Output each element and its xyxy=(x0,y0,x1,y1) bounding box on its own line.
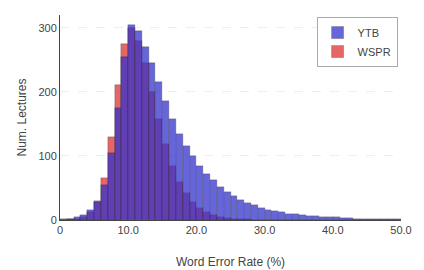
svg-text:Word Error Rate (%): Word Error Rate (%) xyxy=(176,255,285,269)
svg-text:Num. Lectures: Num. Lectures xyxy=(15,78,29,156)
svg-text:YTB: YTB xyxy=(358,27,379,39)
svg-text:30.0: 30.0 xyxy=(254,224,275,236)
svg-text:300: 300 xyxy=(38,22,56,34)
svg-text:20.0: 20.0 xyxy=(186,224,207,236)
svg-text:100: 100 xyxy=(38,150,56,162)
svg-text:50.0: 50.0 xyxy=(390,224,411,236)
svg-text:10.0: 10.0 xyxy=(117,224,138,236)
svg-text:WSPR: WSPR xyxy=(358,46,391,58)
svg-text:0: 0 xyxy=(51,214,57,226)
svg-text:40.0: 40.0 xyxy=(322,224,343,236)
svg-text:200: 200 xyxy=(38,86,56,98)
svg-text:0: 0 xyxy=(57,224,63,236)
